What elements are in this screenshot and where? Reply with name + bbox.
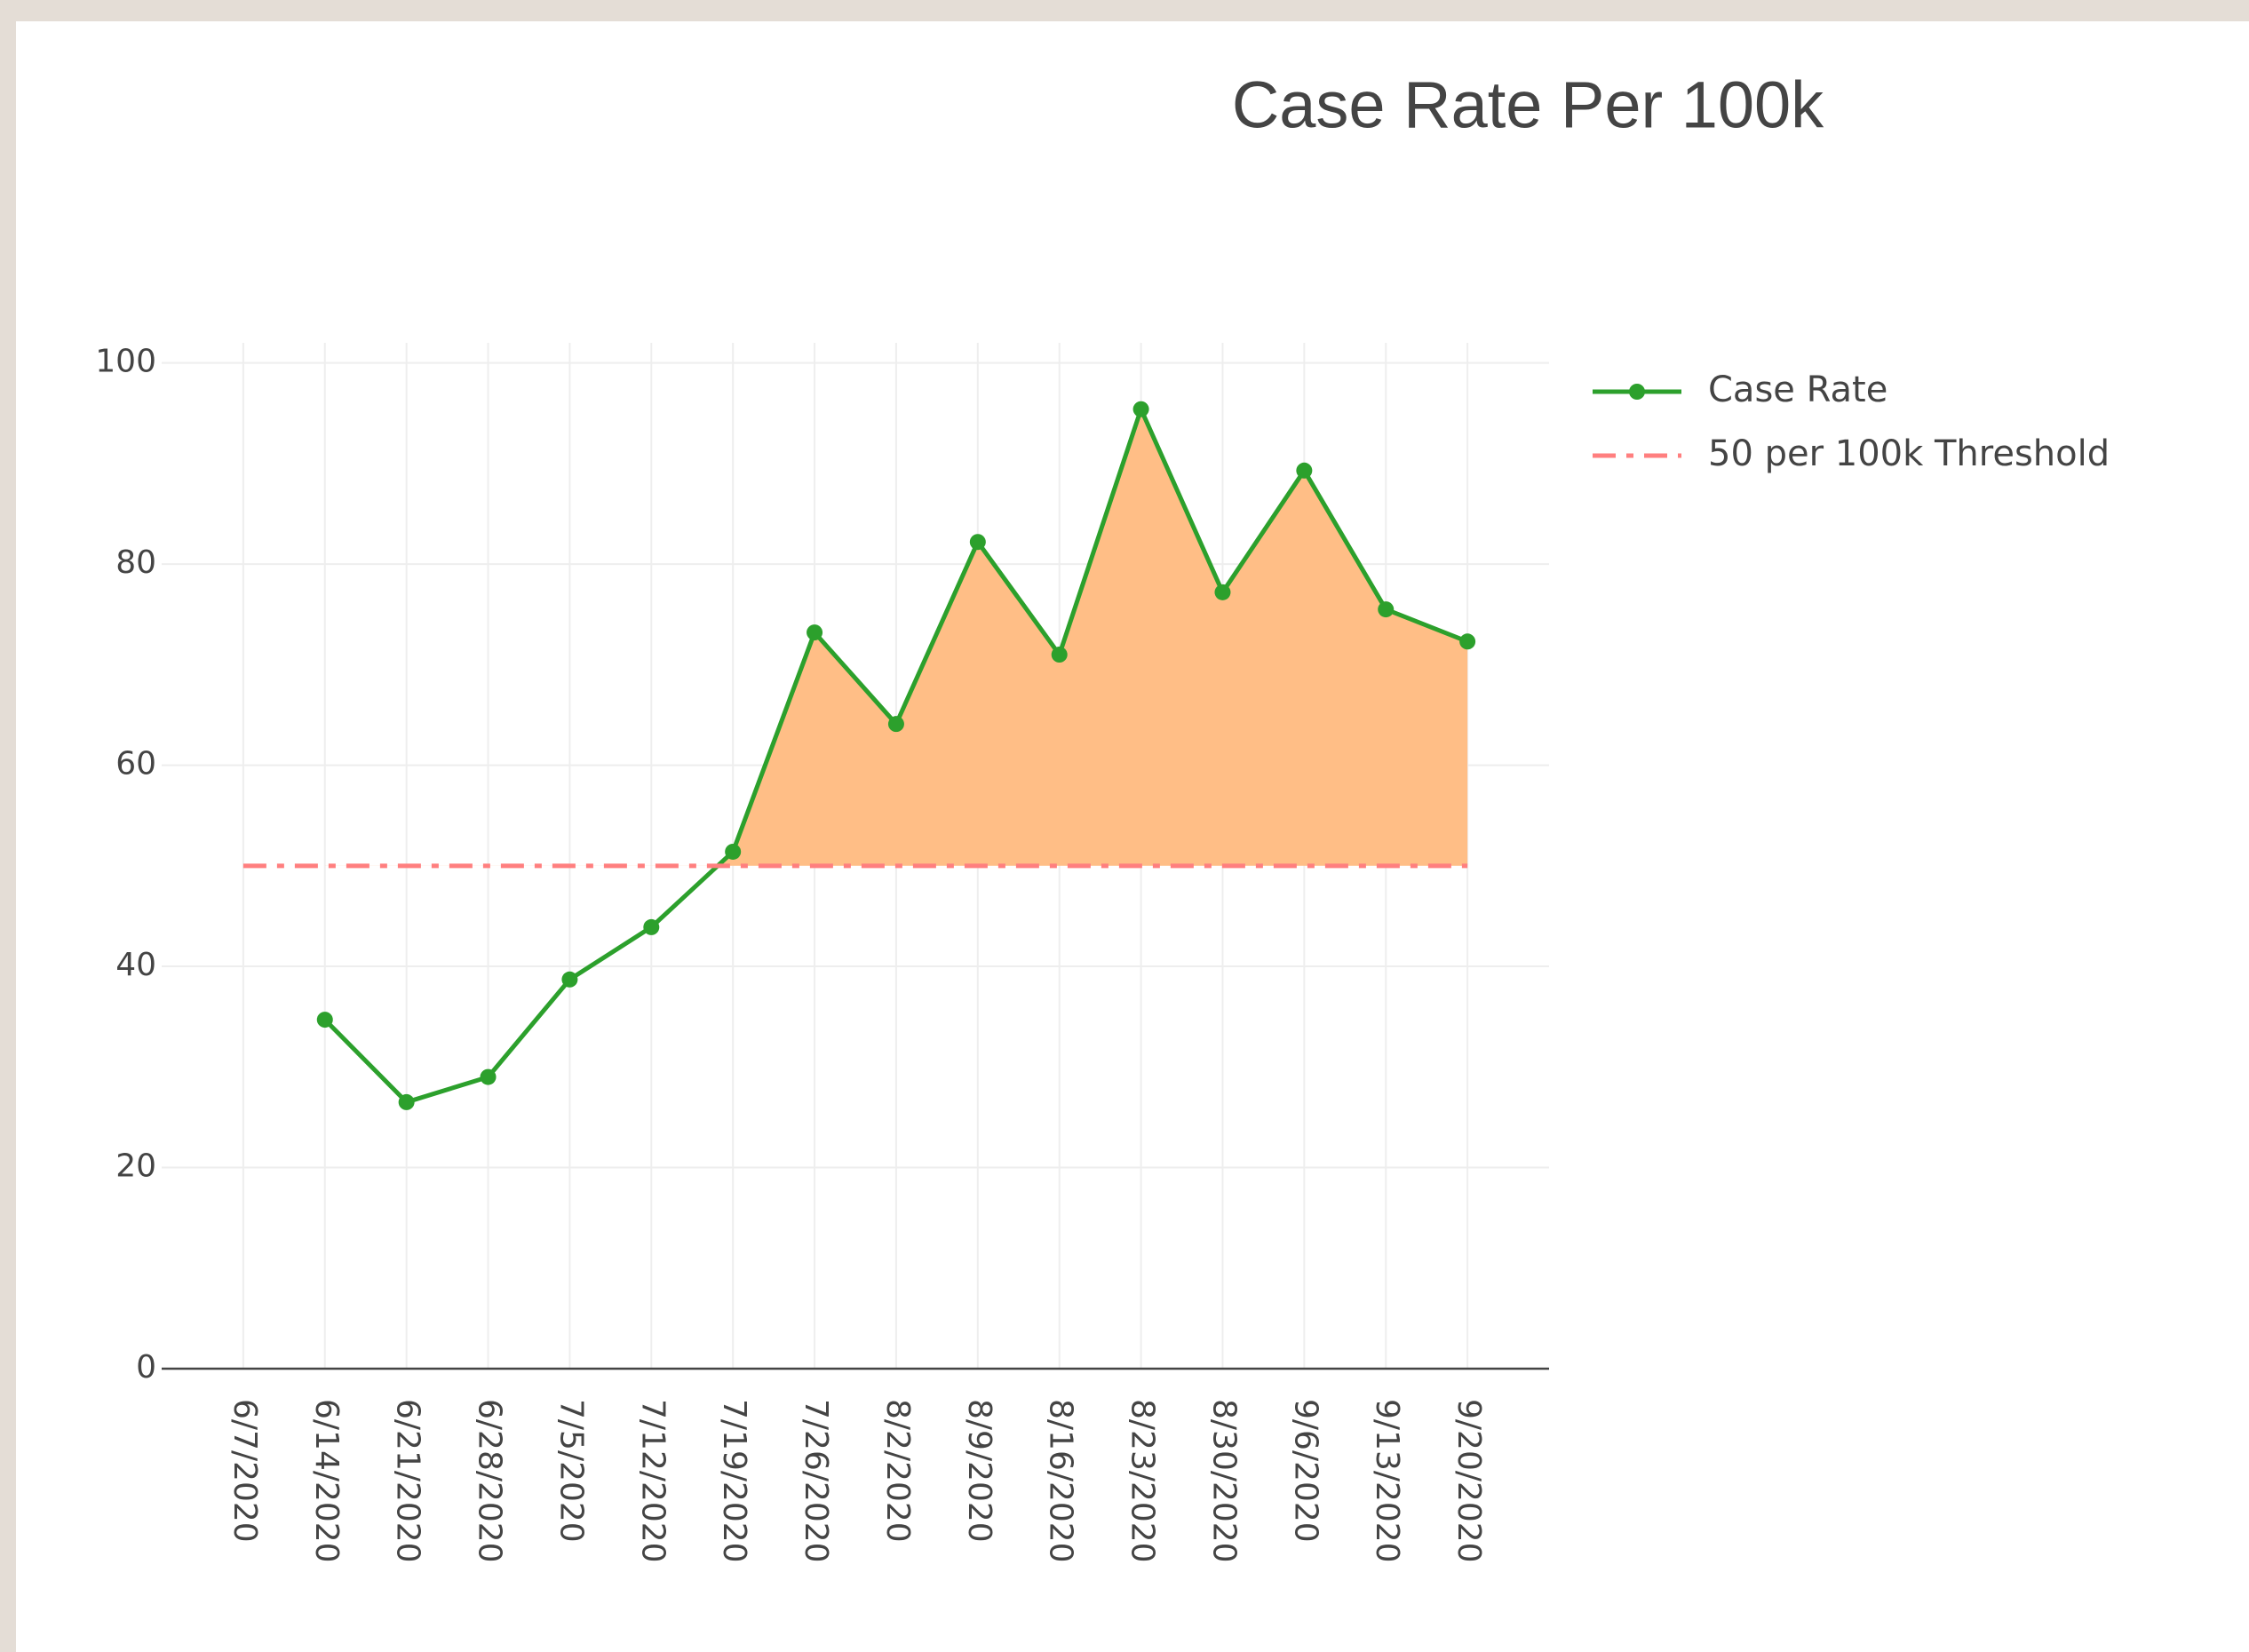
y-tick-label: 80 [115, 544, 156, 581]
legend-label: Case Rate [1708, 369, 1887, 410]
data-point [1214, 584, 1231, 600]
data-point [807, 624, 823, 641]
x-tick-label: 6/7/2020 [226, 1399, 263, 1543]
data-point [1378, 601, 1395, 618]
data-point [561, 971, 578, 988]
fill-area [324, 409, 1468, 866]
data-point [643, 918, 660, 935]
x-tick-label: 8/16/2020 [1043, 1399, 1079, 1563]
data-point [887, 716, 904, 733]
x-tick-label: 8/30/2020 [1205, 1399, 1242, 1563]
x-tick-label: 8/9/2020 [961, 1399, 997, 1543]
y-tick-label: 100 [95, 344, 156, 380]
x-tick-label: 6/14/2020 [308, 1399, 345, 1563]
x-tick-label: 7/5/2020 [552, 1399, 589, 1543]
x-tick-label: 7/19/2020 [716, 1399, 752, 1563]
chart-title: Case Rate Per 100k [1232, 68, 1824, 142]
x-tick-label: 9/6/2020 [1287, 1399, 1323, 1543]
data-point [725, 843, 742, 860]
x-tick-label: 9/20/2020 [1450, 1399, 1487, 1563]
data-point [398, 1093, 415, 1110]
data-point [316, 1012, 333, 1029]
data-point [1296, 462, 1313, 479]
x-tick-label: 7/12/2020 [634, 1399, 671, 1563]
legend-marker [1629, 384, 1645, 400]
x-tick-label: 6/28/2020 [472, 1399, 508, 1563]
x-tick-label: 7/26/2020 [798, 1399, 834, 1563]
data-point [1459, 633, 1476, 650]
x-tick-label: 6/21/2020 [390, 1399, 426, 1563]
legend-label: 50 per 100k Threshold [1708, 433, 2110, 474]
y-tick-label: 40 [115, 947, 156, 983]
x-tick-label: 8/2/2020 [879, 1399, 916, 1543]
y-tick-label: 60 [115, 746, 156, 782]
data-point [1132, 401, 1149, 417]
y-tick-label: 20 [115, 1148, 156, 1185]
data-point [480, 1068, 497, 1085]
data-point [1051, 647, 1068, 663]
x-tick-label: 8/23/2020 [1124, 1399, 1161, 1563]
y-tick-label: 0 [136, 1349, 156, 1386]
x-tick-label: 9/13/2020 [1369, 1399, 1405, 1563]
data-point [969, 534, 986, 551]
